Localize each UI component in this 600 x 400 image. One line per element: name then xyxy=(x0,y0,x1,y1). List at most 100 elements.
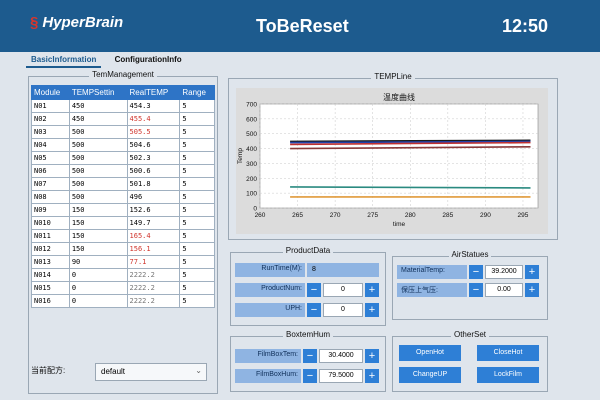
material-temp-value[interactable]: 39.2000 xyxy=(485,265,523,279)
material-temp-label: MaterialTemp: xyxy=(397,265,467,279)
x-tick-label: 280 xyxy=(405,212,416,219)
air-status-title: AirStatues xyxy=(448,250,492,259)
table-row[interactable]: N04 500 504.6 5 xyxy=(31,138,215,152)
air-status-group: AirStatues MaterialTemp: − 39.2000 + 保压上… xyxy=(392,250,548,320)
uph-plus-button[interactable]: + xyxy=(365,303,379,317)
cell-real-temp: 77.1 xyxy=(126,255,181,269)
cell-real-temp: 152.6 xyxy=(126,203,181,217)
product-num-value[interactable]: 0 xyxy=(323,283,363,297)
tab-basic-information[interactable]: BasicInformation xyxy=(26,54,102,68)
x-tick-label: 285 xyxy=(442,212,453,219)
x-tick-label: 275 xyxy=(367,212,378,219)
material-temp-minus-button[interactable]: − xyxy=(469,265,483,279)
plot-area xyxy=(259,103,539,209)
col-module: Module xyxy=(31,85,70,100)
change-up-button[interactable]: ChangeUP xyxy=(399,367,461,383)
pressure-value[interactable]: 0.00 xyxy=(485,283,523,297)
uph-minus-button[interactable]: − xyxy=(307,303,321,317)
cell-range: 5 xyxy=(179,125,215,139)
other-set-title: OtherSet xyxy=(450,330,489,339)
table-row[interactable]: N08 500 496 5 xyxy=(31,190,215,204)
cell-real-temp: 501.8 xyxy=(126,177,181,191)
table-row[interactable]: N013 90 77.1 5 xyxy=(31,255,215,269)
cell-temp-setting: 0 xyxy=(68,294,128,308)
lock-film-button[interactable]: LockFilm xyxy=(477,367,539,383)
product-num-label: ProductNum: xyxy=(235,283,305,297)
table-row[interactable]: N07 500 501.8 5 xyxy=(31,177,215,191)
cell-temp-setting: 150 xyxy=(68,242,128,256)
film-box-hum-minus-button[interactable]: − xyxy=(303,369,317,383)
pressure-plus-button[interactable]: + xyxy=(525,283,539,297)
table-header-row: Module TEMPSettin RealTEMP Range xyxy=(31,85,215,100)
cell-range: 5 xyxy=(179,99,215,113)
film-box-tem-plus-button[interactable]: + xyxy=(365,349,379,363)
film-box-hum-value[interactable]: 79.5000 xyxy=(319,369,363,383)
cell-range: 5 xyxy=(179,281,215,295)
cell-temp-setting: 150 xyxy=(68,229,128,243)
brand-logo: § HyperBrain xyxy=(30,14,123,31)
app-header: § HyperBrain ToBeReset 12:50 xyxy=(0,0,600,52)
close-hot-button[interactable]: CloseHot xyxy=(477,345,539,361)
table-row[interactable]: N01 450 454.3 5 xyxy=(31,99,215,113)
table-row[interactable]: N03 500 505.5 5 xyxy=(31,125,215,139)
cell-real-temp: 2222.2 xyxy=(126,268,181,282)
table-row[interactable]: N014 0 2222.2 5 xyxy=(31,268,215,282)
y-axis-label: Temp xyxy=(237,148,244,164)
film-box-tem-minus-button[interactable]: − xyxy=(303,349,317,363)
table-row[interactable]: N06 500 500.6 5 xyxy=(31,164,215,178)
y-tick-label: 600 xyxy=(246,116,257,123)
recipe-label: 当前配方: xyxy=(31,366,66,375)
temp-line-title: TEMPLine xyxy=(371,72,415,81)
uph-value[interactable]: 0 xyxy=(323,303,363,317)
temp-table: Module TEMPSettin RealTEMP Range N01 450 4… xyxy=(31,85,215,308)
cell-real-temp: 454.3 xyxy=(126,99,181,113)
brand-name: HyperBrain xyxy=(42,14,124,31)
cell-module: N06 xyxy=(31,164,70,178)
film-box-tem-value[interactable]: 30.4000 xyxy=(319,349,363,363)
open-hot-button[interactable]: OpenHot xyxy=(399,345,461,361)
table-row[interactable]: N05 500 502.3 5 xyxy=(31,151,215,165)
material-temp-plus-button[interactable]: + xyxy=(525,265,539,279)
cell-module: N04 xyxy=(31,138,70,152)
table-row[interactable]: N010 150 149.7 5 xyxy=(31,216,215,230)
product-data-title: ProductData xyxy=(282,246,334,255)
table-row[interactable]: N015 0 2222.2 5 xyxy=(31,281,215,295)
cell-range: 5 xyxy=(179,229,215,243)
table-row[interactable]: N09 150 152.6 5 xyxy=(31,203,215,217)
chart-title: 温度曲线 xyxy=(383,92,415,102)
cell-temp-setting: 450 xyxy=(68,112,128,126)
cell-module: N05 xyxy=(31,151,70,165)
film-box-hum-plus-button[interactable]: + xyxy=(365,369,379,383)
cell-real-temp: 2222.2 xyxy=(126,281,181,295)
cell-range: 5 xyxy=(179,203,215,217)
cell-module: N015 xyxy=(31,281,70,295)
x-tick-label: 295 xyxy=(518,212,529,219)
cell-real-temp: 2222.2 xyxy=(126,294,181,308)
y-tick-label: 400 xyxy=(246,146,257,153)
page-title: ToBeReset xyxy=(256,16,349,36)
series-line-4 xyxy=(290,146,531,150)
table-row[interactable]: N02 450 455.4 5 xyxy=(31,112,215,126)
cell-range: 5 xyxy=(179,242,215,256)
table-row[interactable]: N012 150 156.1 5 xyxy=(31,242,215,256)
cell-range: 5 xyxy=(179,138,215,152)
table-row[interactable]: N016 0 2222.2 5 xyxy=(31,294,215,308)
product-num-plus-button[interactable]: + xyxy=(365,283,379,297)
recipe-select[interactable]: default ⌄ xyxy=(95,363,207,381)
x-axis-label: time xyxy=(393,221,406,228)
pressure-minus-button[interactable]: − xyxy=(469,283,483,297)
other-set-group: OtherSet OpenHot CloseHot ChangeUP LockF… xyxy=(392,330,548,392)
cell-temp-setting: 150 xyxy=(68,203,128,217)
film-box-tem-label: FilmBoxTem: xyxy=(235,349,301,363)
cell-module: N07 xyxy=(31,177,70,191)
series-line-3 xyxy=(290,141,531,146)
cell-module: N02 xyxy=(31,112,70,126)
cell-module: N013 xyxy=(31,255,70,269)
table-row[interactable]: N011 150 165.4 5 xyxy=(31,229,215,243)
temp-chart-svg: 0 100 200 300 400 500 600 700 260 265 270 275 280 285… xyxy=(237,92,539,228)
cell-temp-setting: 500 xyxy=(68,177,128,191)
tab-configuration-info[interactable]: ConfigurationInfo xyxy=(114,55,182,64)
product-num-minus-button[interactable]: − xyxy=(307,283,321,297)
runtime-value: 8 xyxy=(307,263,379,277)
cell-range: 5 xyxy=(179,216,215,230)
